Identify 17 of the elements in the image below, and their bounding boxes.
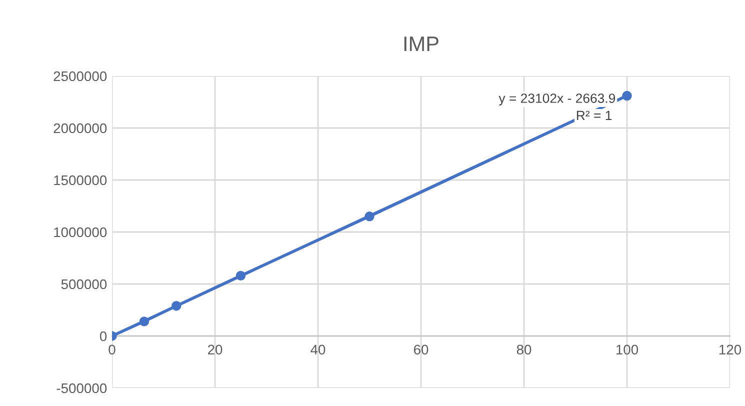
annotation: y = 23102x - 2663.9: [498, 94, 616, 106]
x-tick-label: 100: [616, 344, 638, 355]
y-tick-label: 1500000: [54, 175, 107, 186]
y-tick-label: 0: [100, 331, 107, 342]
x-tick-label: 40: [310, 344, 326, 355]
y-tick-label: -500000: [56, 383, 107, 394]
x-tick-label: 80: [516, 344, 532, 355]
x-tick-label: 120: [719, 344, 742, 355]
y-tick-label: 2000000: [54, 123, 107, 134]
x-tick-label: 20: [208, 344, 222, 355]
x-tick-label: 60: [414, 344, 428, 355]
y-tick-label: 500000: [61, 279, 107, 290]
annotation: R² = 1: [576, 110, 612, 120]
y-tick-label: 2500000: [54, 71, 107, 82]
y-tick-label: 1000000: [54, 227, 107, 238]
chart-title: IMP: [404, 36, 438, 51]
x-tick-label: 0: [108, 344, 116, 355]
